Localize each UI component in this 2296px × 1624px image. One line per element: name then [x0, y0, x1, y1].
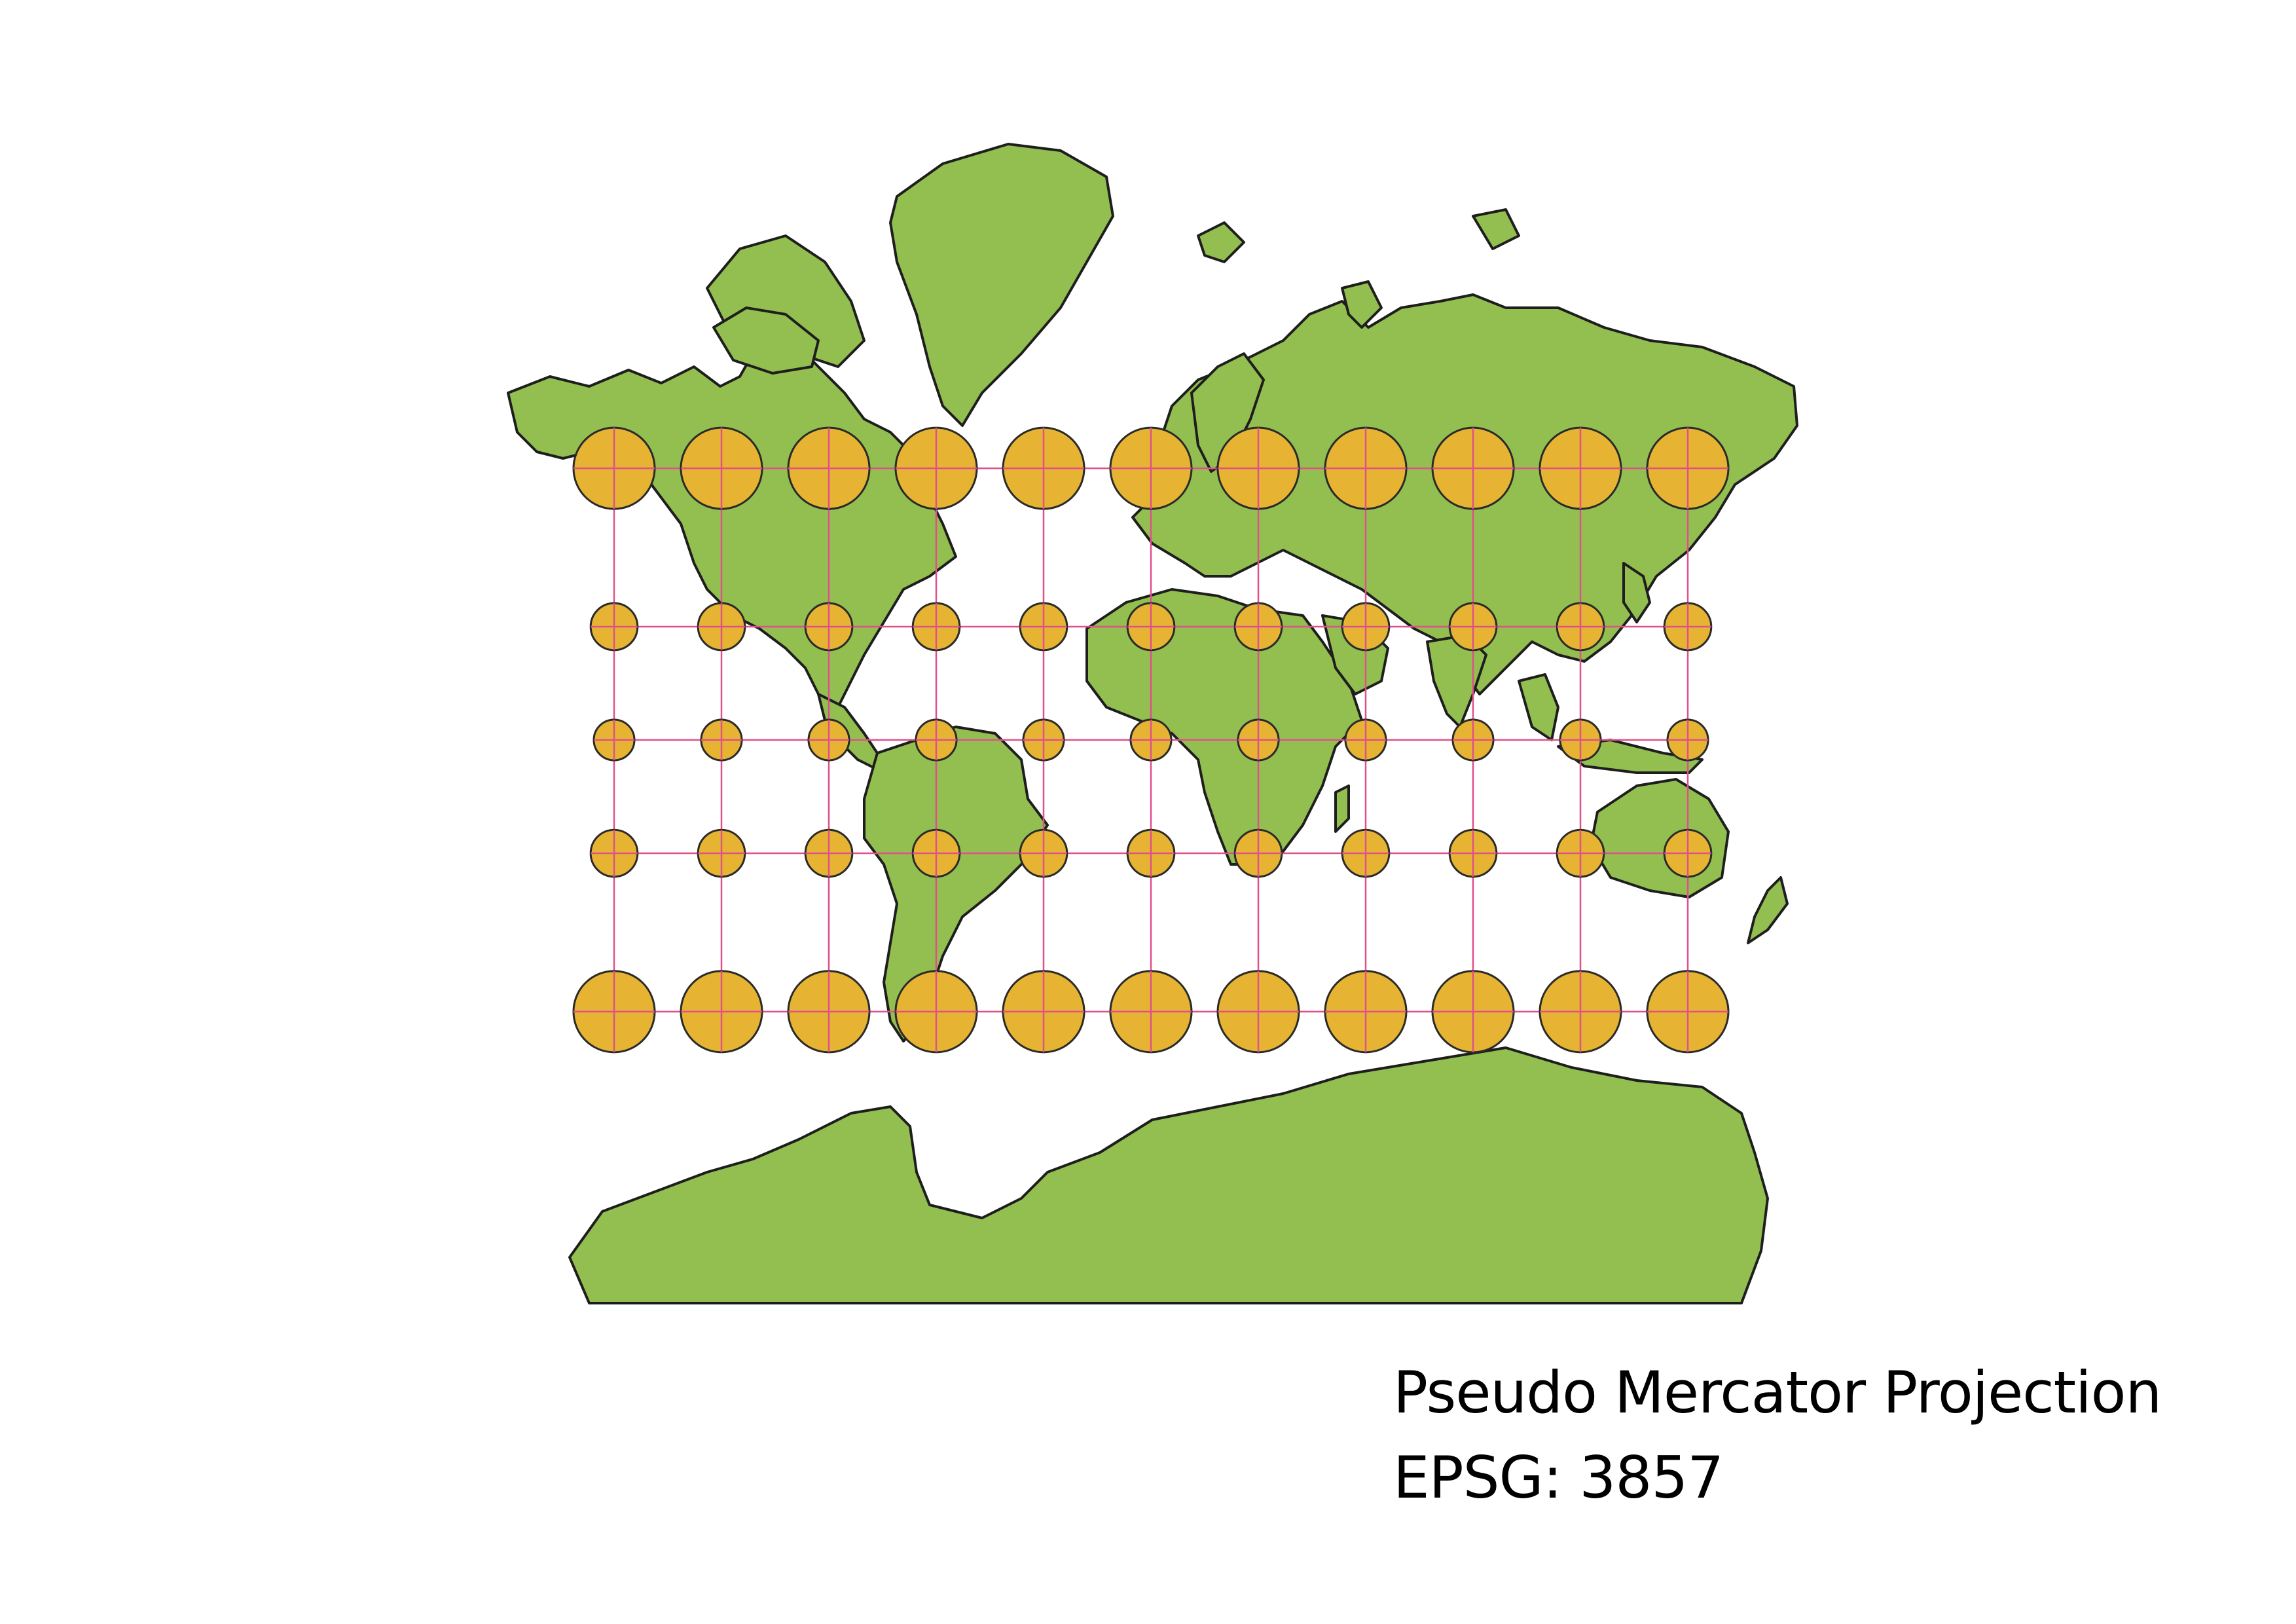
severnaya: [1472, 208, 1520, 250]
southeast-asia: [1518, 673, 1559, 741]
antarctica: [568, 1046, 1769, 1304]
madagascar: [1334, 784, 1350, 833]
greenland: [889, 143, 1114, 427]
svalbard: [1197, 221, 1245, 263]
north-america: [507, 352, 957, 709]
epsg-code: EPSG: 3857: [1393, 1444, 1724, 1511]
novaya-zemlya: [1341, 280, 1383, 329]
projection-title: Pseudo Mercator Projection: [1393, 1359, 2162, 1426]
baffin-region: [712, 306, 820, 375]
scandinavia: [1190, 352, 1265, 473]
new-zealand: [1747, 876, 1789, 944]
indicatrix-layer: [572, 426, 1730, 1054]
japan: [1622, 562, 1651, 623]
australia: [1590, 778, 1730, 898]
map-caption: Pseudo Mercator Projection EPSG: 3857: [1393, 1350, 2162, 1521]
